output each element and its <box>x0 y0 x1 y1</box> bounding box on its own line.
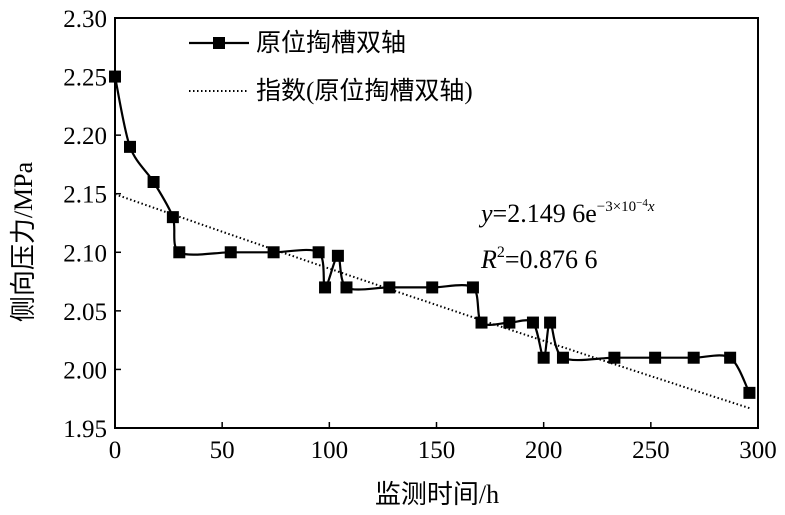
y-tick-label: 2.10 <box>63 240 107 267</box>
data-point-marker <box>224 246 237 259</box>
series-line <box>113 76 751 394</box>
data-point-marker <box>340 281 353 294</box>
x-tick-label: 250 <box>632 437 670 464</box>
y-tick-label: 2.20 <box>63 123 107 150</box>
x-tick-label: 300 <box>739 437 777 464</box>
y-tick-label: 2.30 <box>63 6 107 33</box>
data-point-marker <box>173 246 186 259</box>
x-tick-label: 150 <box>418 437 456 464</box>
data-point-marker <box>526 316 539 329</box>
data-point-marker <box>724 351 737 364</box>
legend: 原位掏槽双轴 指数(原位掏槽双轴) <box>189 29 473 105</box>
data-point-marker <box>319 281 332 294</box>
data-point-marker <box>426 281 439 294</box>
x-tick-label: 0 <box>109 437 122 464</box>
x-tick-label: 50 <box>210 437 235 464</box>
data-point-marker <box>743 386 756 399</box>
data-point-marker <box>649 351 662 364</box>
data-point-marker <box>556 351 569 364</box>
y-tick-label: 2.05 <box>63 299 107 326</box>
data-point-marker <box>608 351 621 364</box>
x-tick-label: 200 <box>525 437 563 464</box>
series-group <box>109 70 756 399</box>
r-squared: R2=0.876 6 <box>480 244 598 274</box>
ticks: 0 50 100 150 200 250 300 1.95 2.00 2.05 2.10 2.15 2.… <box>63 6 777 464</box>
y-tick-label: 2.00 <box>63 357 107 384</box>
data-point-marker <box>166 211 179 224</box>
data-point-marker <box>544 316 557 329</box>
trendline <box>114 193 750 410</box>
legend-marker-swatch <box>213 37 225 49</box>
data-point-marker <box>466 281 479 294</box>
legend-label-series: 原位掏槽双轴 <box>256 29 406 57</box>
data-point-marker <box>475 316 488 329</box>
data-point-marker <box>687 351 700 364</box>
legend-label-trend: 指数(原位掏槽双轴) <box>256 77 473 105</box>
y-tick-label: 1.95 <box>63 416 107 443</box>
data-point-marker <box>331 249 344 262</box>
data-point-marker <box>267 246 280 259</box>
data-point-marker <box>147 176 160 188</box>
data-point-marker <box>312 246 325 259</box>
data-point-marker <box>383 281 396 294</box>
trendline-group <box>114 193 750 410</box>
x-axis-title: 监测时间/h <box>375 480 499 509</box>
data-point-marker <box>109 70 121 83</box>
data-point-marker <box>124 140 137 153</box>
data-point-marker <box>503 316 516 329</box>
y-tick-label: 2.25 <box>63 65 107 92</box>
trend-equation: y=2.149 6e−3×10−4x <box>478 197 655 228</box>
y-tick-label: 2.15 <box>63 182 107 209</box>
data-point-marker <box>537 351 550 364</box>
x-tick-label: 100 <box>311 437 349 464</box>
y-axis-title: 侧向压力/MPa <box>9 161 38 322</box>
